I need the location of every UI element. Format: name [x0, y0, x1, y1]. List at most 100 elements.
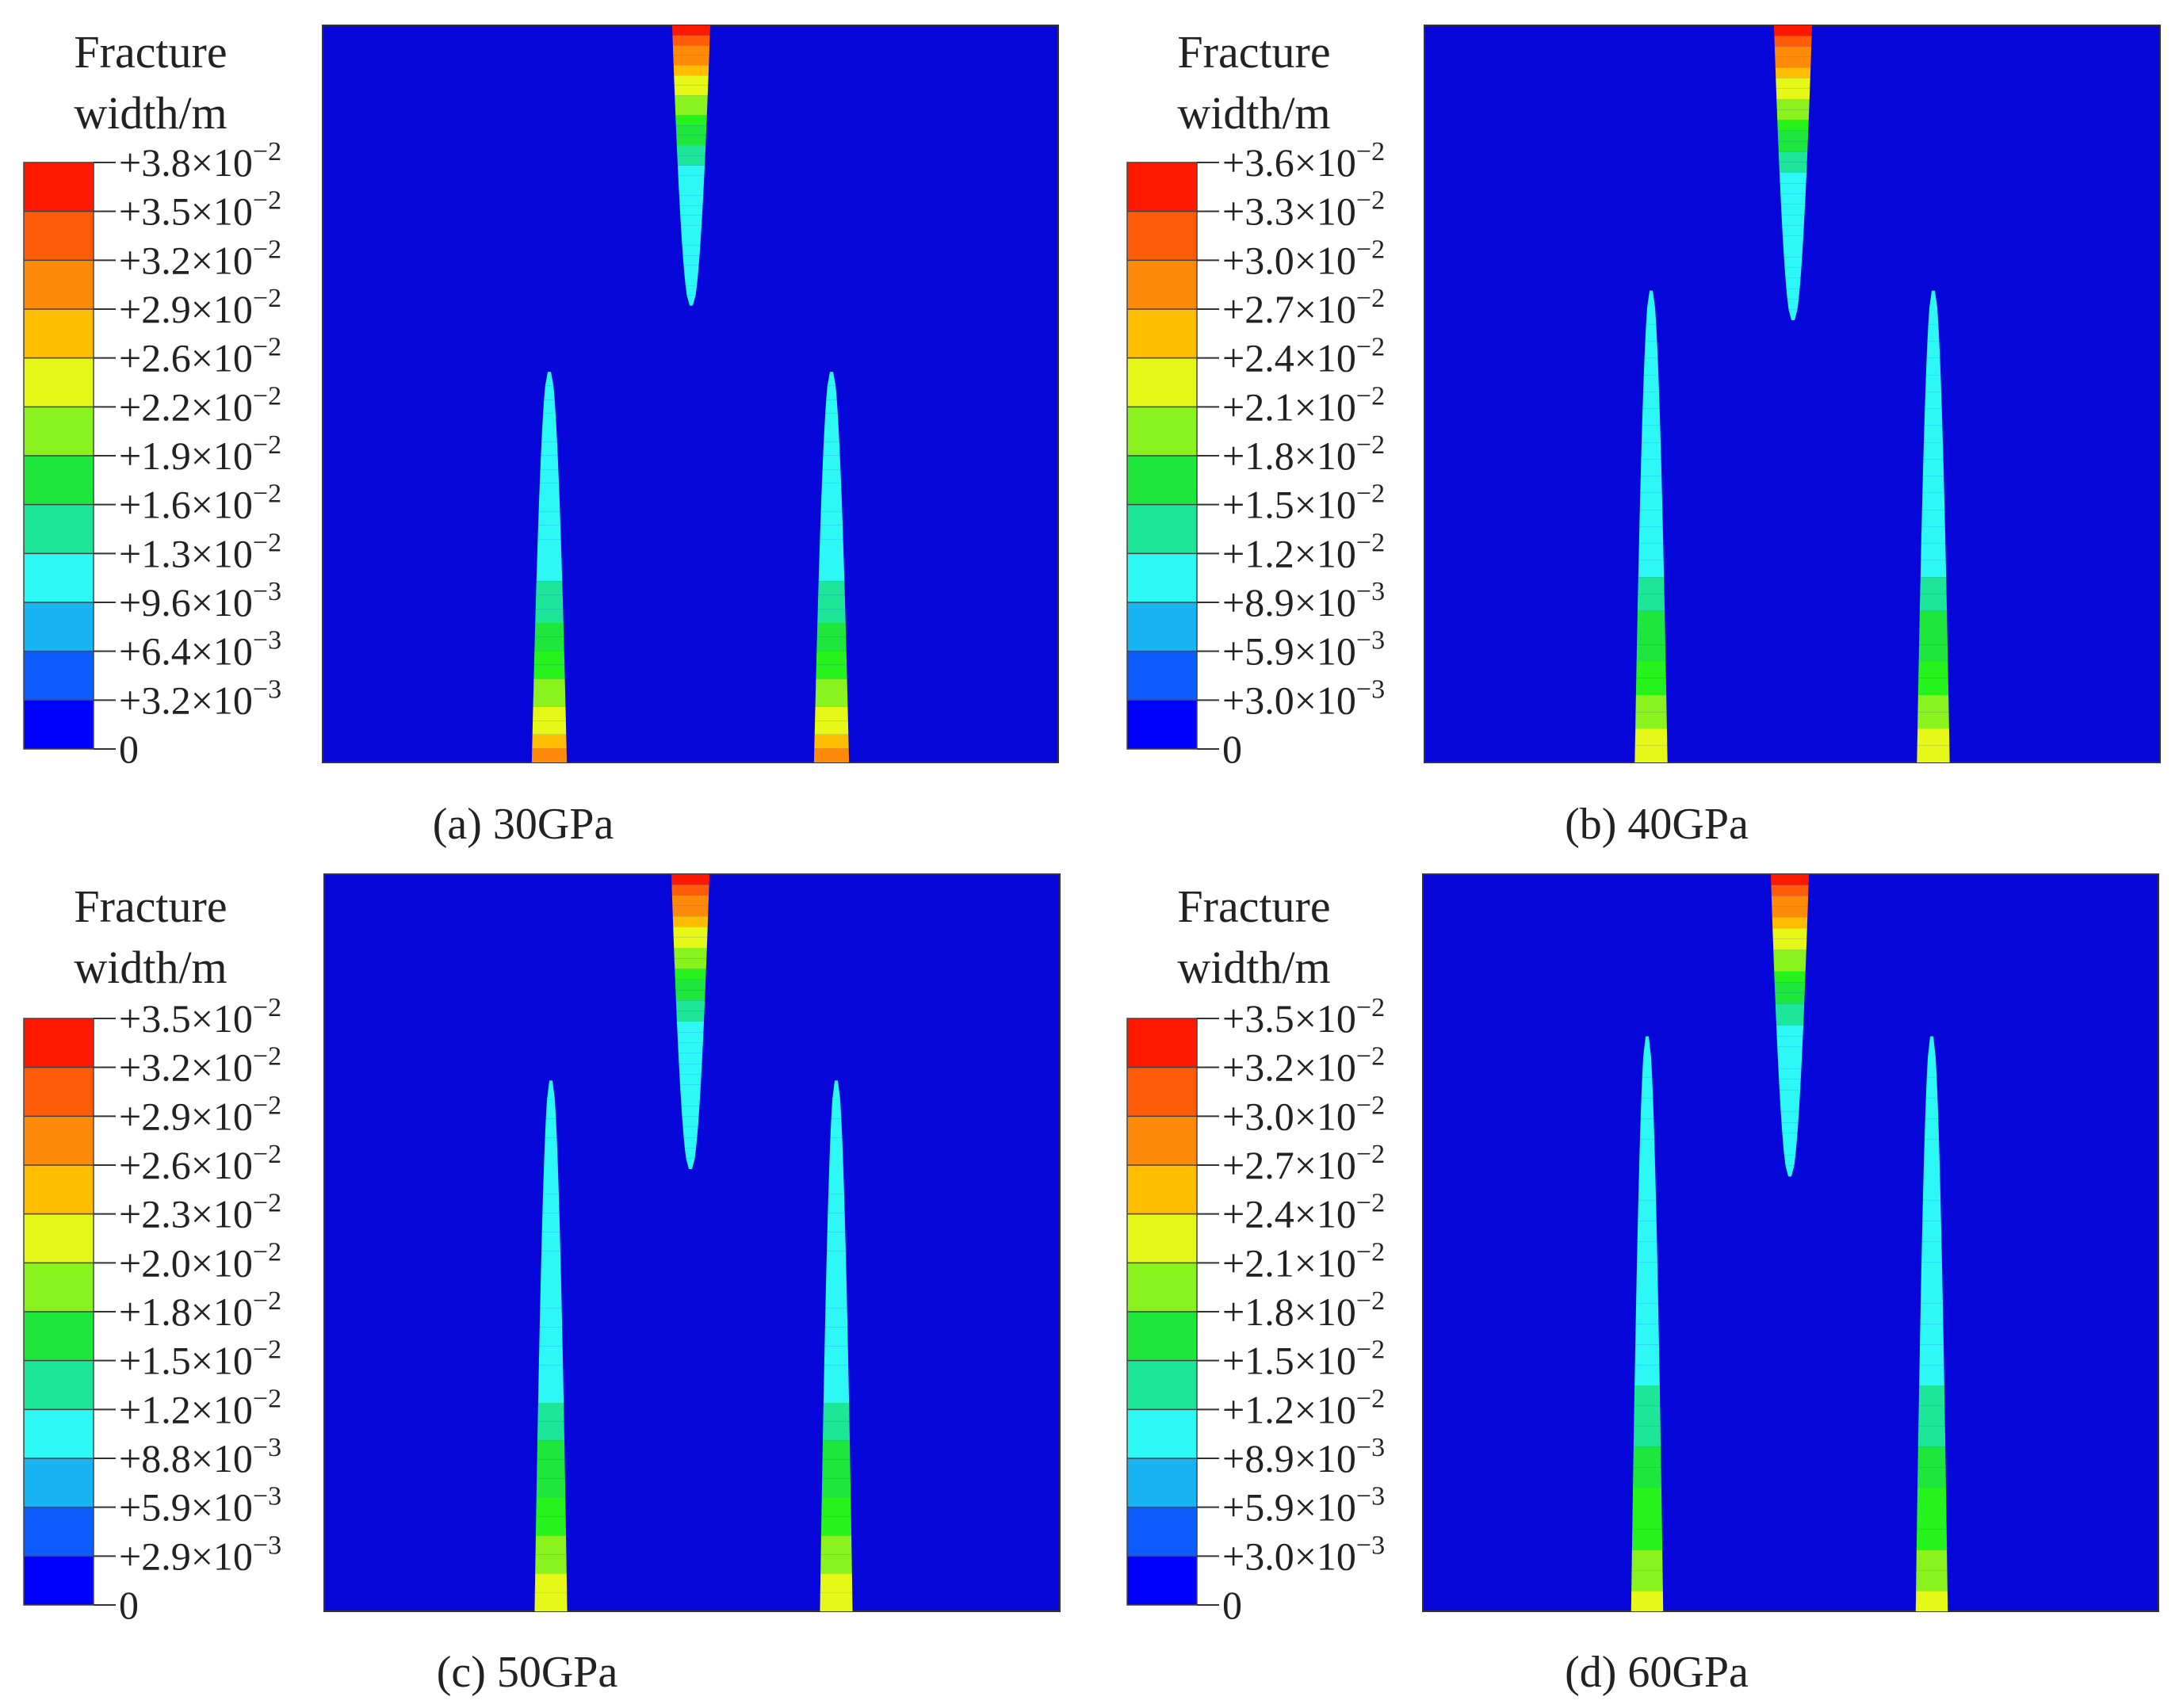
fracture-top-segment	[673, 937, 708, 948]
legend-tick-label: +3.0×10−3	[1222, 1530, 1385, 1578]
legend-tick-label: +3.2×10−2	[1222, 1042, 1385, 1090]
fracture-bottom-left-segment	[539, 483, 560, 498]
fracture-top-segment	[671, 885, 709, 896]
fracture-top-segment	[671, 874, 709, 885]
fracture-bottom-right-segment	[828, 1194, 845, 1213]
fracture-bottom-left-segment	[535, 1535, 567, 1555]
fracture-bottom-left-segment	[1638, 526, 1664, 544]
fracture-bottom-right-segment	[1923, 1160, 1940, 1180]
fracture-top-segment	[1776, 109, 1810, 120]
legend-tick-label: +3.3×10−2	[1222, 186, 1385, 234]
fracture-bottom-right-segment	[818, 581, 845, 595]
fracture-top-segment	[671, 895, 709, 906]
legend-band	[24, 1067, 94, 1117]
legend-band	[24, 357, 94, 407]
fracture-bottom-left-segment	[1638, 560, 1665, 578]
fracture-top-segment	[681, 1106, 700, 1117]
fracture-bottom-right-segment	[1917, 745, 1950, 762]
legend-tick-label: +3.8×10−2	[119, 137, 281, 185]
fracture-bottom-right-segment	[817, 609, 846, 623]
fracture-top-segment	[678, 1053, 703, 1064]
fracture-bottom-right-segment	[1925, 375, 1942, 392]
fracture-top-segment	[1775, 992, 1805, 1004]
fracture-bottom-right-segment	[1927, 324, 1940, 342]
fracture-bottom-right-segment	[826, 385, 837, 400]
fracture-bottom-left-segment	[1633, 1446, 1661, 1468]
fracture-bottom-left-segment	[533, 692, 566, 707]
fracture-top-segment	[683, 265, 699, 276]
legend-tick-label: +8.8×10−3	[119, 1433, 281, 1481]
panel-a: Fracturewidth/m+3.8×10−2+3.5×10−2+3.2×10…	[23, 25, 1059, 849]
fracture-top-segment	[673, 55, 709, 66]
fracture-bottom-right-segment	[825, 1270, 847, 1290]
fracture-top-segment	[682, 1126, 698, 1138]
fracture-bottom-right-segment	[1922, 1179, 1941, 1201]
fracture-bottom-right-segment	[1916, 1570, 1948, 1591]
fracture-bottom-left-segment	[1632, 1488, 1662, 1509]
fracture-bottom-right-segment	[1924, 1139, 1940, 1160]
fracture-bottom-left-segment	[1635, 1303, 1659, 1324]
fracture-bottom-left-segment	[536, 1497, 566, 1517]
fracture-bottom-right-segment	[820, 525, 843, 540]
fracture-top-segment	[1772, 906, 1808, 918]
fracture-bottom-right-segment	[820, 1535, 852, 1555]
fracture-top-segment	[1775, 1003, 1805, 1015]
fracture-bottom-right-segment	[1922, 476, 1944, 493]
fracture-top-segment	[1772, 917, 1808, 929]
fracture-bottom-left-segment	[533, 664, 565, 679]
panel-d: Fracturewidth/m+3.5×10−2+3.2×10−2+3.0×10…	[1126, 873, 2159, 1697]
legend-tick-label: +3.2×10−2	[119, 1042, 281, 1090]
fracture-bottom-right-segment	[824, 1346, 849, 1366]
legend-tick-label: +3.5×10−2	[119, 186, 281, 234]
legend-band	[24, 1165, 94, 1215]
fracture-bottom-right-segment	[823, 441, 840, 456]
fracture-bottom-left-segment	[1636, 1282, 1658, 1304]
fracture-bottom-left-segment	[1637, 1221, 1657, 1242]
fracture-bottom-right-segment	[1915, 1591, 1948, 1611]
fracture-bottom-right-segment	[1920, 1324, 1944, 1345]
fracture-bottom-left-segment	[536, 1478, 566, 1498]
fracture-bottom-left-segment	[535, 609, 564, 623]
legend-band	[1127, 651, 1197, 701]
fracture-top-segment	[1782, 225, 1804, 236]
fracture-bottom-left-segment	[1642, 408, 1661, 426]
fracture-top-segment	[1786, 288, 1800, 300]
fracture-bottom-left-segment	[1640, 1098, 1654, 1119]
fracture-top-segment	[1772, 928, 1807, 939]
fracture-bottom-left-segment	[539, 1308, 563, 1328]
legend-band	[1127, 1409, 1197, 1459]
legend-band	[24, 407, 94, 457]
fracture-bottom-right-segment	[822, 455, 841, 470]
legend-tick-label: +2.6×10−2	[119, 1140, 281, 1187]
fracture-bottom-right-segment	[1924, 1118, 1940, 1140]
legend-tick-label: +1.6×10−2	[119, 480, 281, 527]
fracture-bottom-left-segment	[531, 748, 568, 762]
fracture-bottom-right-segment	[1925, 357, 1941, 376]
fracture-top-segment	[672, 45, 710, 55]
legend-tick-label: +3.0×10−2	[1222, 235, 1385, 282]
fracture-bottom-right-segment	[1924, 408, 1943, 426]
fracture-top-segment	[679, 205, 703, 216]
legend-band	[1127, 1213, 1197, 1263]
fracture-top-segment	[674, 75, 709, 86]
fracture-top-segment	[1787, 299, 1799, 310]
legend-tick-label: +2.9×10−3	[119, 1530, 281, 1578]
fracture-top-segment	[1771, 896, 1809, 907]
fracture-bottom-right-segment	[820, 1592, 853, 1611]
fractures-group	[1634, 25, 1950, 762]
legend-tick-label: +2.9×10−2	[119, 1091, 281, 1138]
legend-band	[24, 1263, 94, 1313]
fracture-bottom-right-segment	[824, 1308, 848, 1328]
fracture-top-segment	[674, 85, 709, 96]
legend-tick-label: +2.7×10−2	[1222, 1140, 1385, 1187]
fracture-top-segment	[674, 958, 707, 969]
fracture-bottom-left-segment	[537, 1402, 564, 1422]
legend-band	[1127, 407, 1197, 457]
fracture-bottom-right-segment	[1917, 712, 1949, 729]
legend-title-line2: width/m	[1177, 942, 1330, 993]
fracture-top-segment	[1781, 1122, 1799, 1133]
fracture-top-segment	[1774, 971, 1806, 983]
fracture-bottom-left-segment	[537, 525, 561, 540]
fracture-bottom-right-segment	[816, 636, 847, 651]
fracture-bottom-right-segment	[822, 1440, 851, 1460]
